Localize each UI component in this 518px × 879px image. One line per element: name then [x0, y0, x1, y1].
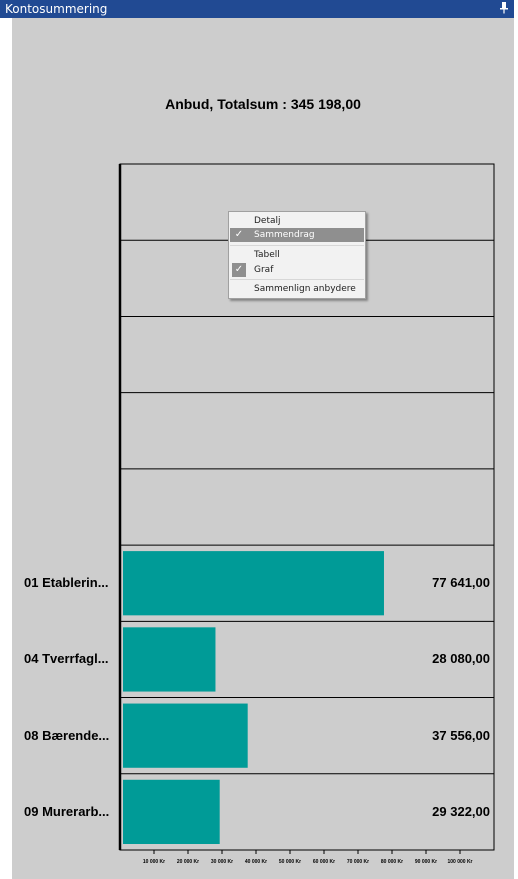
value-label: 28 080,00 [432, 651, 490, 667]
bar-2 [123, 627, 216, 692]
value-label: 37 556,00 [432, 727, 490, 743]
x-tick-label: 60 000 Kr [313, 859, 335, 865]
x-tick-label: 100 000 Kr [447, 859, 472, 865]
menu-separator [230, 245, 364, 246]
x-tick-label: 10 000 Kr [143, 859, 165, 865]
bar-1 [123, 551, 384, 616]
x-tick-label: 40 000 Kr [245, 859, 267, 865]
x-tick-label: 70 000 Kr [347, 859, 369, 865]
menu-item-label: Tabell [254, 250, 280, 260]
category-label: 04 Tverrfagl... [24, 651, 109, 667]
menu-item-label: Sammenlign anbydere [254, 284, 356, 294]
category-label: 08 Bærende... [24, 727, 110, 743]
menu-item-tabell[interactable]: Tabell [230, 248, 364, 262]
bar-3 [123, 703, 248, 768]
context-menu: Detalj ✓ Sammendrag Tabell ✓ Graf Sammen… [228, 211, 366, 299]
category-label: 09 Murerarb... [24, 803, 110, 819]
pin-icon-graphic [500, 2, 508, 14]
x-tick-label: 50 000 Kr [279, 859, 301, 865]
panel-title: Kontosummering [5, 2, 108, 16]
menu-item-label: Graf [254, 265, 274, 275]
x-tick-label: 30 000 Kr [211, 859, 233, 865]
x-tick-label: 90 000 Kr [415, 859, 437, 865]
menu-separator [230, 279, 364, 280]
bar-4 [123, 779, 220, 844]
menu-item-sammenlign-anbydere[interactable]: Sammenlign anbydere [230, 282, 364, 296]
value-label: 77 641,00 [432, 575, 490, 591]
bar-chart: 10 000 Kr 20 000 Kr 30 000 Kr 40 000 Kr 50 0… [118, 163, 495, 865]
chart-area[interactable]: Anbud, Totalsum : 345 198,00 10 000 Kr 20… [12, 18, 514, 879]
chart-title: Anbud, Totalsum : 345 198,00 [165, 96, 361, 112]
checkmark-icon: ✓ [234, 229, 244, 240]
category-label: 01 Etablerin... [24, 575, 109, 591]
menu-item-detalj[interactable]: Detalj [230, 214, 364, 228]
pin-icon[interactable] [499, 2, 509, 16]
panel-titlebar[interactable]: Kontosummering [0, 0, 514, 18]
menu-item-label: Sammendrag [254, 230, 315, 240]
menu-item-graf[interactable]: ✓ Graf [230, 263, 364, 277]
x-tick-label: 20 000 Kr [177, 859, 199, 865]
x-tick-label: 80 000 Kr [381, 859, 403, 865]
menu-item-label: Detalj [254, 216, 281, 226]
checkmark-icon: ✓ [232, 263, 246, 277]
value-label: 29 322,00 [432, 803, 490, 819]
menu-item-sammendrag[interactable]: ✓ Sammendrag [230, 228, 364, 242]
